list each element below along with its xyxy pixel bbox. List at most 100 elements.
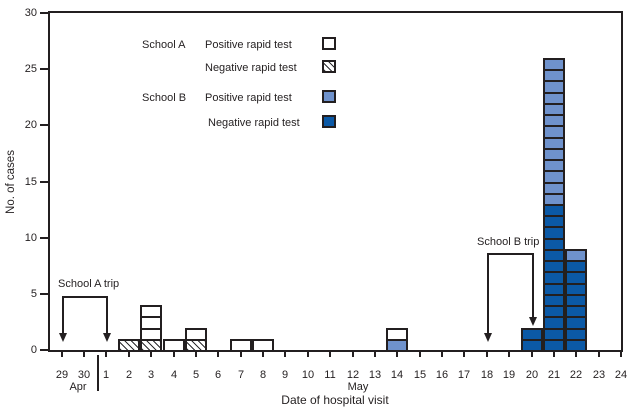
x-axis-tick-label: 29 (55, 369, 69, 381)
y-axis-tick (40, 68, 48, 70)
x-axis-tick (173, 352, 175, 357)
x-axis-tick-label: 1 (102, 369, 110, 381)
x-axis-tick-label: 24 (614, 369, 628, 381)
x-axis-tick (61, 352, 63, 357)
month-label-apr: Apr (69, 381, 87, 393)
school-b-trip-left-arrow-icon (483, 333, 492, 342)
x-axis-tick (620, 352, 622, 357)
school-b-trip-left-line (487, 253, 489, 333)
legend-group-school-a: School A (142, 39, 186, 51)
x-axis-tick-label: 3 (147, 369, 155, 381)
x-axis-tick-label: 4 (170, 369, 178, 381)
school-b-trip-label: School B trip (477, 236, 540, 248)
x-axis-tick-label: 23 (592, 369, 606, 381)
x-axis-tick-label: 6 (214, 369, 222, 381)
x-axis-tick-label: 17 (457, 369, 471, 381)
x-axis-tick (240, 352, 242, 357)
y-axis-tick-label: 0 (30, 344, 37, 356)
x-axis-tick (83, 352, 85, 357)
bar-cell-school-a-positive (185, 328, 207, 341)
school-a-trip-right-arrow-icon (102, 333, 111, 342)
x-axis-tick (284, 352, 286, 357)
school-a-trip-bracket (62, 296, 108, 298)
x-axis-tick (531, 352, 533, 357)
x-axis-tick (463, 352, 465, 357)
x-axis-tick (262, 352, 264, 357)
x-axis-tick-label: 19 (502, 369, 516, 381)
x-axis-tick (553, 352, 555, 357)
bar-cell-school-b-positive (543, 170, 565, 184)
bar-cell-school-a-positive (230, 339, 252, 352)
bar-cell-school-b-negative (543, 271, 565, 285)
x-axis-tick (575, 352, 577, 357)
y-axis-tick-label: 30 (24, 7, 37, 19)
legend-label-b-negative: Negative rapid test (208, 117, 300, 129)
x-axis-tick (486, 352, 488, 357)
y-axis-tick-label: 20 (24, 119, 37, 131)
x-axis-tick-label: 20 (525, 369, 539, 381)
x-axis-tick (441, 352, 443, 357)
x-axis-tick-label: 7 (237, 369, 245, 381)
x-axis-tick-label: 13 (368, 369, 382, 381)
x-axis-tick (307, 352, 309, 357)
school-a-trip-left-line (62, 296, 64, 333)
x-axis-title: Date of hospital visit (281, 393, 389, 407)
x-axis-tick-label: 12 (346, 369, 360, 381)
school-b-trip-bracket (487, 253, 534, 255)
x-axis-tick-label: 5 (192, 369, 200, 381)
x-axis-tick (396, 352, 398, 357)
bar-cell-school-a-positive (386, 328, 408, 341)
legend-swatch-a-negative (322, 60, 336, 73)
x-axis-tick (105, 352, 107, 357)
legend-swatch-b-positive (322, 90, 336, 103)
x-axis-tick (374, 352, 376, 357)
bar-cell-school-b-positive (565, 249, 587, 262)
x-axis-tick (598, 352, 600, 357)
x-axis-tick (217, 352, 219, 357)
x-axis-tick-label: 15 (413, 369, 427, 381)
month-separator-line (97, 355, 99, 391)
x-axis-tick (128, 352, 130, 357)
bar-cell-school-a-positive (140, 305, 162, 318)
y-axis-tick (40, 237, 48, 239)
school-b-trip-right-arrow-icon (528, 317, 537, 326)
x-axis-tick-label: 16 (435, 369, 449, 381)
month-label-may: May (347, 381, 369, 393)
legend-label-a-positive: Positive rapid test (205, 39, 292, 51)
school-a-trip-left-arrow-icon (58, 333, 67, 342)
legend-swatch-a-positive (322, 37, 336, 50)
x-axis-tick (329, 352, 331, 357)
x-axis-tick (195, 352, 197, 357)
y-axis-tick (40, 124, 48, 126)
y-axis-tick-label: 10 (24, 232, 37, 244)
school-b-trip-right-line (532, 253, 534, 317)
bar-cell-school-a-negative (185, 339, 207, 352)
bar-cell-school-b-negative (543, 316, 565, 330)
x-axis-tick-label: 11 (324, 369, 336, 381)
legend-group-school-b: School B (142, 92, 187, 104)
bar-cell-school-b-negative (565, 271, 587, 285)
x-axis-tick-label: 30 (77, 369, 91, 381)
x-axis-tick-label: 2 (125, 369, 133, 381)
bar-cell-school-b-positive (543, 80, 565, 94)
school-a-trip-right-line (106, 296, 108, 333)
y-axis-tick (40, 12, 48, 14)
x-axis-tick-label: 9 (281, 369, 289, 381)
bar-cell-school-b-negative (565, 316, 587, 330)
school-a-trip-label: School A trip (58, 278, 120, 290)
bar-cell-school-b-positive (543, 58, 565, 71)
bar-cell-school-b-positive (543, 125, 565, 139)
x-axis-tick (352, 352, 354, 357)
x-axis-tick-label: 18 (480, 369, 494, 381)
y-axis-tick-label: 15 (24, 176, 37, 188)
legend-label-a-negative: Negative rapid test (205, 62, 297, 74)
x-axis-tick-label: 21 (547, 369, 561, 381)
y-axis-tick-label: 5 (30, 288, 37, 300)
legend-label-b-positive: Positive rapid test (205, 92, 292, 104)
legend-swatch-b-negative (322, 115, 336, 128)
y-axis-tick (40, 349, 48, 351)
x-axis-tick-label: 8 (259, 369, 267, 381)
bar-cell-school-b-negative (543, 226, 565, 240)
bar-cell-school-b-negative (521, 328, 543, 341)
x-axis-tick-label: 10 (301, 369, 315, 381)
